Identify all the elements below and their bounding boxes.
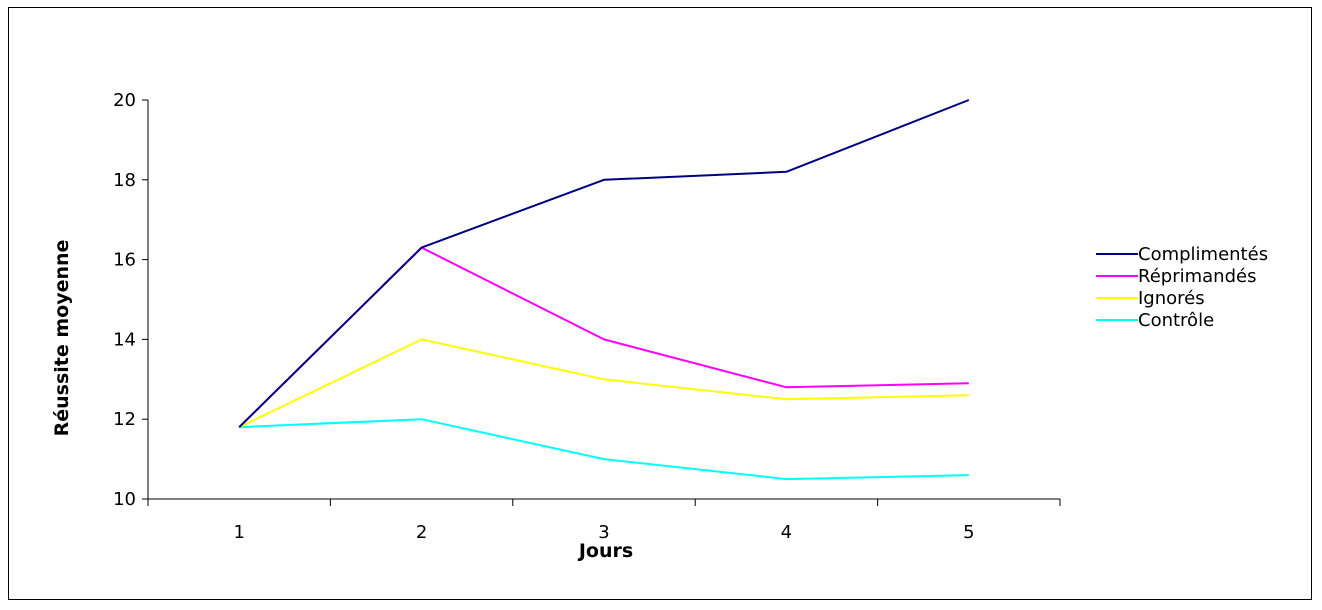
- y-tick-label: 16: [113, 250, 136, 271]
- series-line-2: [238, 246, 969, 428]
- x-axis-title: Jours: [577, 540, 633, 562]
- x-tick-label: 4: [781, 522, 792, 543]
- chart-frame: [8, 7, 1312, 600]
- series-line-3: [238, 338, 969, 429]
- x-tick-label: 1: [233, 522, 244, 543]
- y-axis-title: Réussite moyenne: [51, 240, 73, 437]
- y-axis: 10 12 14 16 18 20: [113, 90, 149, 510]
- x-tick-label: 3: [598, 522, 609, 543]
- y-tick-label: 12: [113, 409, 136, 430]
- legend-label: Réprimandés: [1138, 266, 1256, 287]
- legend-label: Complimentés: [1138, 244, 1268, 265]
- series-line-4: [239, 418, 969, 481]
- legend-label: Ignorés: [1138, 288, 1205, 309]
- y-tick-label: 10: [113, 489, 136, 510]
- series-line-1: [238, 99, 970, 428]
- y-tick-label: 18: [113, 170, 136, 191]
- x-tick-label: 5: [963, 522, 974, 543]
- legend-label: Contrôle: [1138, 310, 1214, 331]
- y-tick-label: 20: [113, 90, 136, 111]
- x-tick-label: 2: [416, 522, 427, 543]
- x-axis: 1 2 3 4 5: [147, 498, 1061, 543]
- series-layer: [238, 99, 970, 481]
- y-tick-label: 14: [113, 329, 136, 350]
